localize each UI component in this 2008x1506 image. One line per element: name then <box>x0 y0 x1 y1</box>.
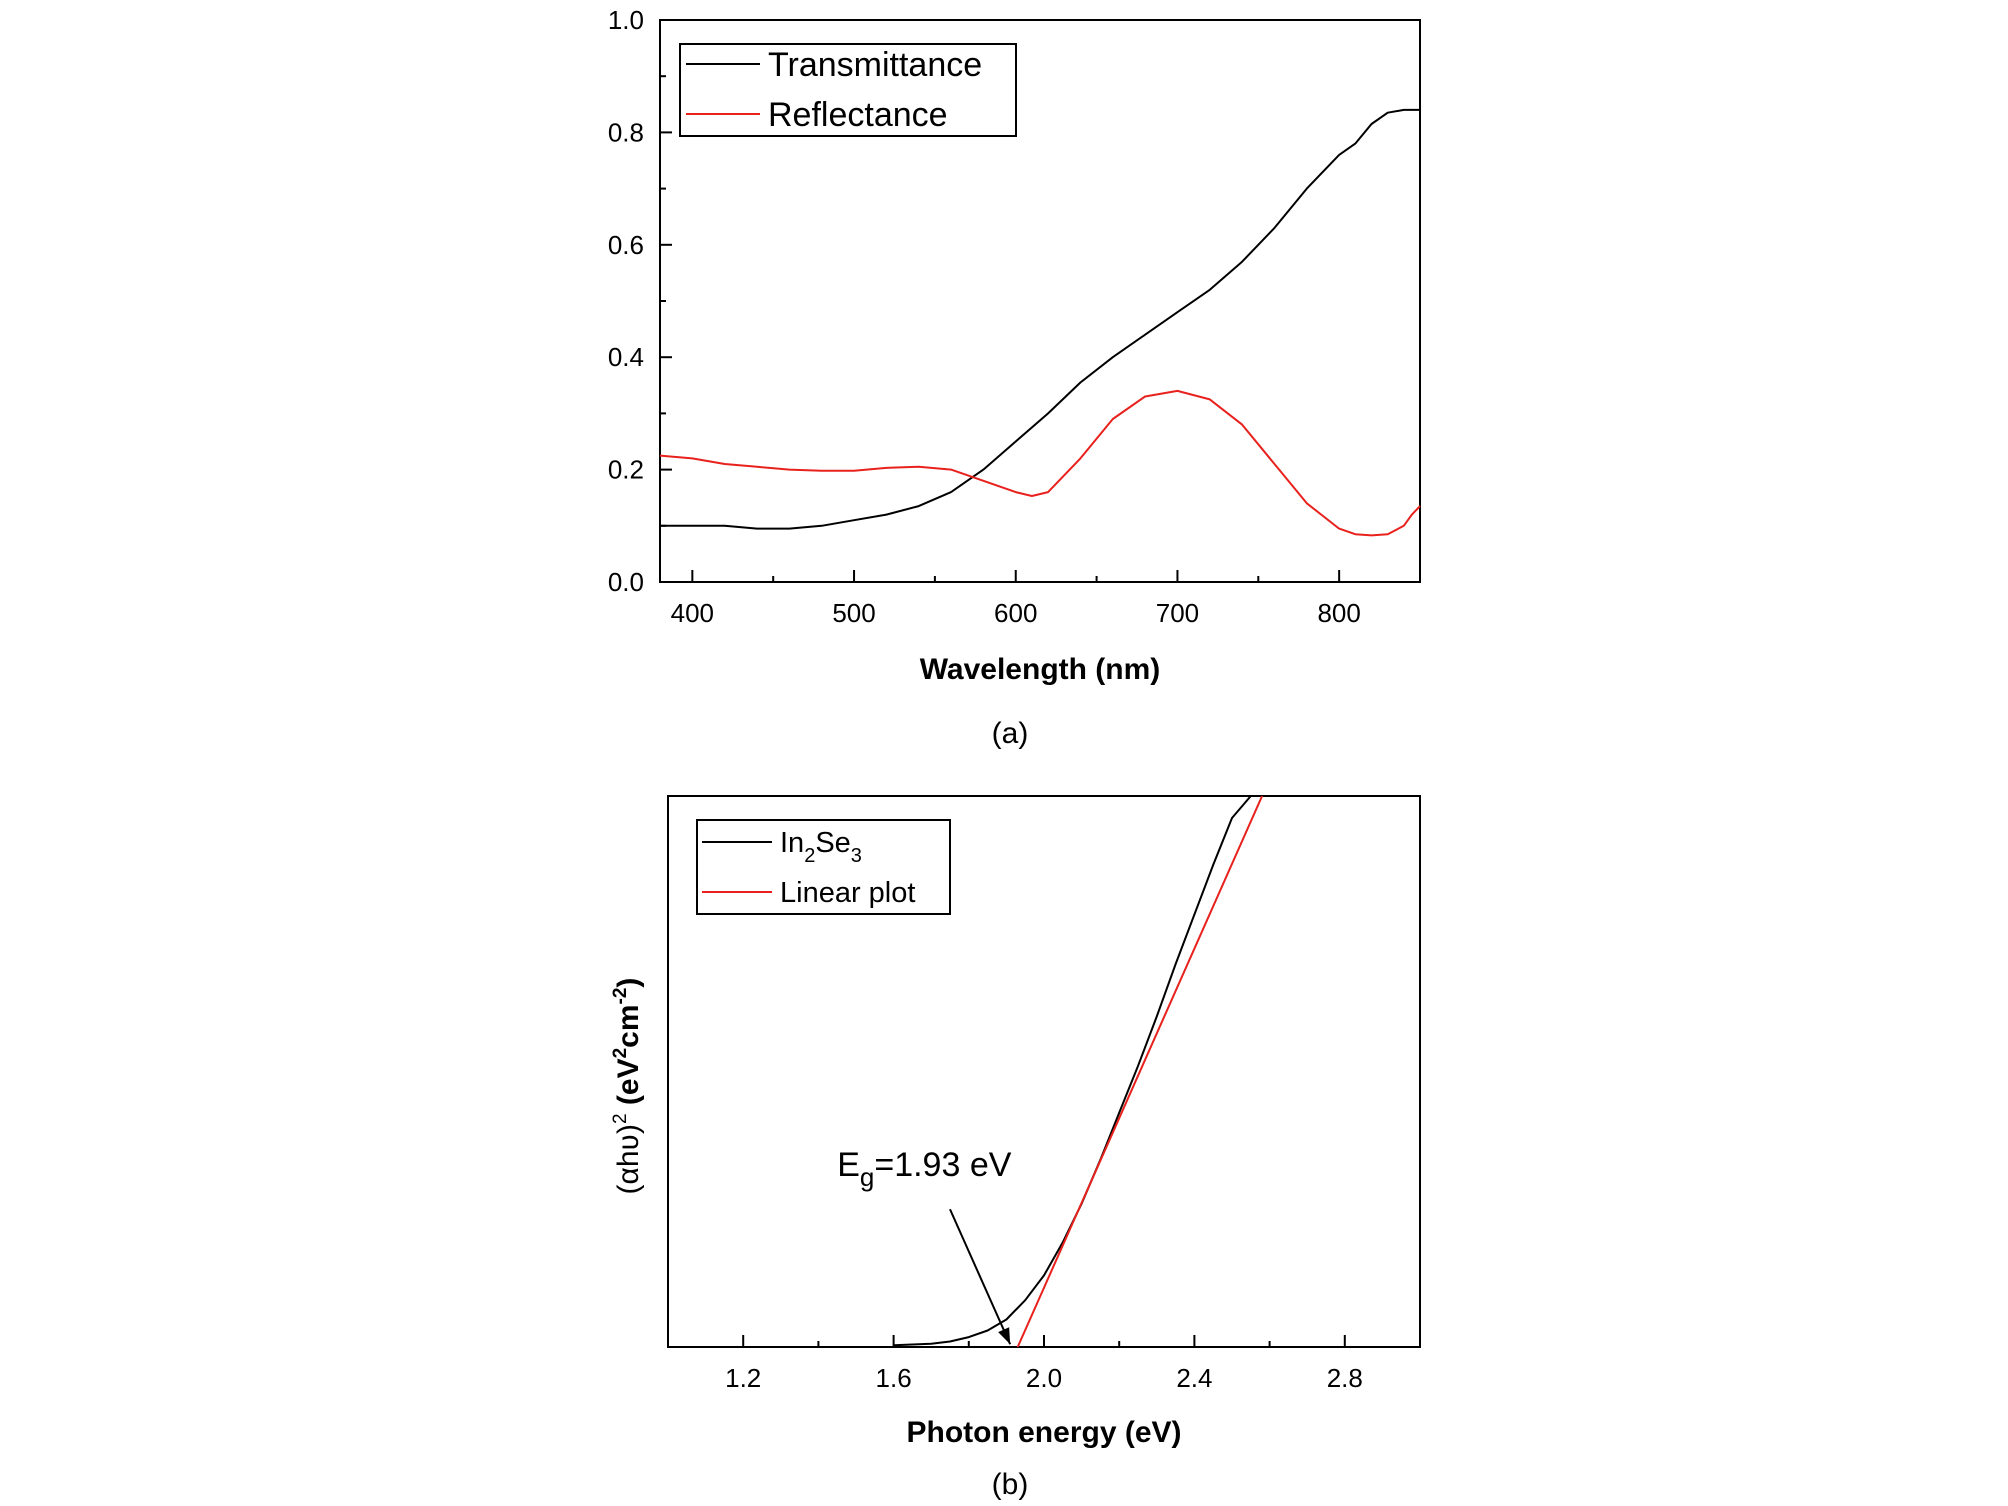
x-axis-ticks-a: 400 500 600 700 800 <box>671 570 1361 628</box>
legend-b: In2Se3 Linear plot <box>696 819 951 915</box>
bandgap-annotation: Eg=1.93 eV <box>837 1146 1012 1345</box>
legend-a: Transmittance Reflectance <box>679 43 1017 137</box>
bandgap-label-rest: =1.93 eV <box>874 1146 1011 1184</box>
bandgap-label: Eg=1.93 eV <box>837 1146 1012 1192</box>
y-tick-label-a: 1.0 <box>608 5 644 35</box>
x-axis-ticks-b: 1.2 1.6 2.0 2.4 2.8 <box>725 1335 1363 1393</box>
y-tick-label-a: 0.0 <box>608 567 644 597</box>
x-tick-label-a: 500 <box>832 598 875 628</box>
y-axis-title-b-part2: 2 <box>610 1113 631 1124</box>
x-axis-title-a: Wavelength (nm) <box>920 653 1161 686</box>
bandgap-arrowhead <box>998 1327 1011 1345</box>
y-axis-title-b-part3: (eV <box>612 1058 645 1113</box>
panel-caption-b: (b) <box>992 1468 1029 1501</box>
y-axis-title-b-part5: cm <box>612 1004 645 1047</box>
x-tick-label-b: 1.6 <box>876 1363 912 1393</box>
legend-label-in2se3-sub1: 2 <box>804 845 815 867</box>
y-axis-ticks-a: 0.0 0.2 0.4 0.6 0.8 1.0 <box>608 5 672 597</box>
legend-label-transmittance: Transmittance <box>768 46 982 84</box>
panel-caption-a: (a) <box>992 717 1029 750</box>
bandgap-label-sub: g <box>860 1162 874 1192</box>
x-tick-label-a: 700 <box>1156 598 1199 628</box>
y-axis-title-b-part6: -2 <box>610 988 631 1005</box>
panel-a: 400 500 600 700 800 0.0 0.2 0.4 0.6 0.8 1.0 Trans… <box>608 5 1421 750</box>
legend-label-in2se3-mid: Se <box>815 827 850 859</box>
legend-label-in2se3: In2Se3 <box>780 827 862 867</box>
y-tick-label-a: 0.6 <box>608 230 644 260</box>
x-tick-label-a: 800 <box>1317 598 1360 628</box>
x-tick-label-b: 2.8 <box>1327 1363 1363 1393</box>
legend-box-b <box>696 819 951 915</box>
legend-label-in2se3-sub2: 3 <box>851 845 862 867</box>
y-axis-title-b-part4: 2 <box>610 1048 631 1059</box>
x-tick-label-a: 400 <box>671 598 714 628</box>
panel-b: 1.2 1.6 2.0 2.4 2.8 In2Se3 Linear plot Eg=1.… <box>610 795 1421 1501</box>
y-axis-title-b-part1: (αhʋ) <box>612 1124 645 1194</box>
x-tick-label-a: 600 <box>994 598 1037 628</box>
y-tick-label-a: 0.4 <box>608 342 644 372</box>
series-group-b <box>893 796 1264 1347</box>
y-axis-title-b-part7: ) <box>612 978 645 988</box>
x-tick-label-b: 2.4 <box>1176 1363 1212 1393</box>
legend-label-linear-plot: Linear plot <box>780 877 915 909</box>
x-axis-title-b: Photon energy (eV) <box>906 1416 1181 1449</box>
series-group-a <box>659 108 1421 537</box>
x-tick-label-b: 2.0 <box>1026 1363 1062 1393</box>
x-tick-label-b: 1.2 <box>725 1363 761 1393</box>
legend-label-in2se3-main: In <box>780 827 804 859</box>
y-axis-title-b: (αhʋ)2 (eV2cm-2) <box>610 978 645 1195</box>
legend-box-a <box>679 43 1017 137</box>
series-line-reflectance <box>659 389 1421 537</box>
series-line-linear-plot <box>1016 796 1264 1347</box>
legend-label-reflectance: Reflectance <box>768 96 948 134</box>
y-tick-label-a: 0.8 <box>608 117 644 147</box>
bandgap-arrow <box>949 1208 1012 1345</box>
series-line-transmittance <box>660 108 1420 530</box>
bandgap-label-main: E <box>837 1146 860 1184</box>
y-tick-label-a: 0.2 <box>608 455 644 485</box>
